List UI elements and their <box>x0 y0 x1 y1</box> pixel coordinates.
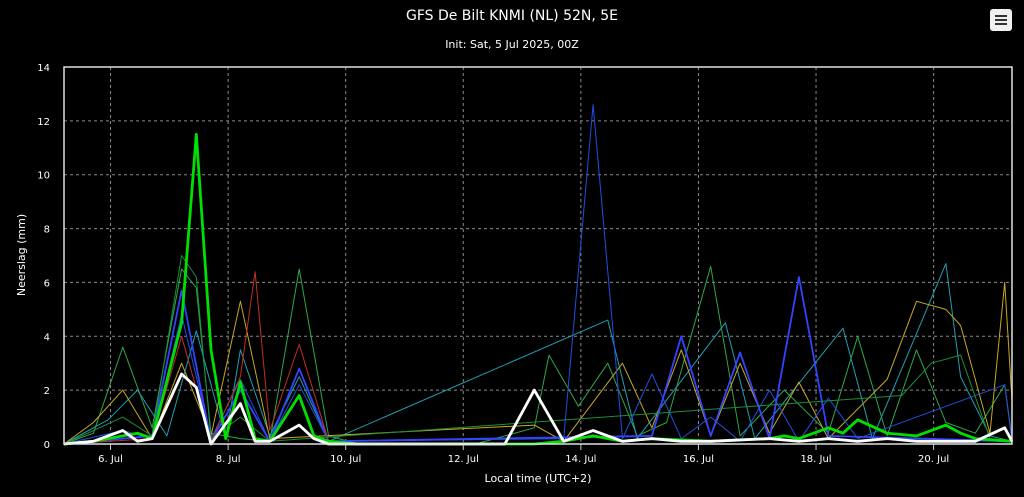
x-tick-label: 14. Jul <box>565 454 596 465</box>
x-tick-label: 18. Jul <box>800 454 831 465</box>
hamburger-menu-icon[interactable] <box>990 9 1012 31</box>
chart-title: GFS De Bilt KNMI (NL) 52N, 5E <box>405 8 619 24</box>
series-line-5[interactable] <box>63 276 1013 445</box>
x-tick-label: 6. Jul <box>98 454 123 465</box>
x-axis-label: Local time (UTC+2) <box>485 472 592 485</box>
grid <box>64 67 1012 444</box>
y-tick-label: 0 <box>44 440 50 451</box>
series-group <box>63 104 1014 446</box>
x-tick-label: 16. Jul <box>683 454 714 465</box>
y-axis-label: Neerslag (mm) <box>15 214 28 296</box>
x-tick-label: 8. Jul <box>216 454 241 465</box>
y-tick-label: 12 <box>37 117 50 128</box>
y-tick-label: 6 <box>44 278 50 289</box>
chart-subtitle: Init: Sat, 5 Jul 2025, 00Z <box>445 38 579 51</box>
series-line-4[interactable] <box>63 104 1013 445</box>
y-tick-label: 4 <box>44 332 50 343</box>
series-line-3[interactable] <box>63 281 1013 445</box>
axes: 0 2 4 6 8 10 12 14 6. Jul 8. Jul 10. Jul 12. Jul 14.… <box>37 63 1013 465</box>
x-tick-label: 10. Jul <box>330 454 361 465</box>
series-line-9[interactable] <box>63 372 1014 446</box>
series-line-2[interactable] <box>63 263 1013 445</box>
plot-area <box>64 67 1012 444</box>
series-line-6[interactable] <box>63 271 359 445</box>
series-line-8[interactable] <box>63 132 1013 446</box>
plot-border <box>63 66 1013 445</box>
series-line-7[interactable] <box>63 255 991 445</box>
y-tick-label: 2 <box>44 386 50 397</box>
y-tick-label: 8 <box>44 225 50 236</box>
x-tick-label: 20. Jul <box>918 454 949 465</box>
x-tick-label: 12. Jul <box>448 454 479 465</box>
series-line-1[interactable] <box>63 265 1013 445</box>
y-tick-label: 14 <box>37 63 50 74</box>
y-tick-label: 10 <box>37 171 50 182</box>
